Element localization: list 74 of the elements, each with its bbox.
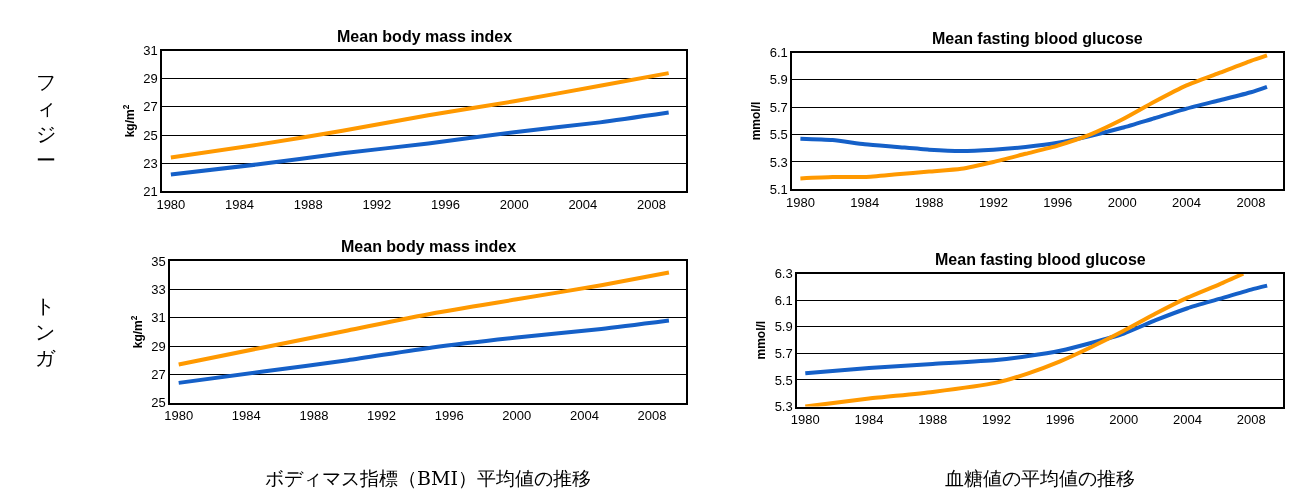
y-tick-label: 31: [143, 43, 158, 59]
line-series: [803, 273, 1246, 407]
x-tick-label: 1980: [156, 196, 186, 212]
y-tick-label: 5.5: [774, 372, 793, 388]
x-tick-label: 1992: [367, 408, 397, 424]
line-series: [176, 270, 671, 367]
x-tick-label: 2004: [1172, 194, 1201, 210]
chart-title: Mean fasting blood glucose: [932, 30, 1143, 47]
x-tick-label: 1984: [225, 196, 254, 212]
x-tick-label: 1980: [790, 412, 820, 428]
x-tick-label: 2008: [637, 408, 667, 424]
x-tick-label: 2004: [1173, 412, 1202, 428]
y-tick-label: 21: [143, 183, 158, 199]
x-tick-label: 2004: [569, 408, 599, 424]
x-tick-label: 1980: [785, 194, 815, 210]
x-tick-label: 1988: [299, 408, 329, 424]
x-tick-label: 2000: [502, 408, 532, 424]
y-tick-label: 6.3: [774, 266, 793, 282]
text: ボディマス指標（BMI）平均値の推移: [265, 467, 591, 489]
x-tick-label: 1988: [914, 194, 944, 210]
x-tick-label: 1996: [434, 408, 464, 424]
x-tick-label: 1984: [854, 412, 884, 428]
x-tick-label: 2000: [1109, 412, 1139, 428]
text: トンガ: [35, 294, 56, 370]
x-tick-label: 1996: [431, 196, 460, 212]
x-tick-label: 1996: [1045, 412, 1075, 428]
text: 血糖値の平均値の推移: [945, 467, 1135, 489]
y-tick-label: 29: [143, 71, 158, 87]
y-tick-label: 5.3: [774, 399, 793, 415]
chart-title: Mean body mass index: [341, 238, 517, 255]
chart-title: Mean fasting blood glucose: [935, 251, 1146, 268]
y-axis-title: mmol/l: [749, 101, 764, 141]
x-tick-label: 1984: [231, 408, 261, 424]
y-tick-label: 5.7: [769, 99, 788, 115]
line-series: [176, 318, 671, 385]
x-tick-label: 2008: [637, 196, 666, 212]
x-tick-label: 2008: [1236, 194, 1266, 210]
x-tick-label: 1992: [981, 412, 1011, 428]
y-tick-label: 23: [143, 155, 158, 171]
x-tick-label: 2000: [1107, 194, 1137, 210]
y-tick-label: 31: [151, 310, 166, 326]
x-tick-label: 1988: [918, 412, 948, 428]
y-tick-label: 5.9: [769, 72, 788, 88]
y-tick-label: 27: [151, 366, 166, 382]
x-tick-label: 2004: [568, 196, 598, 212]
x-tick-label: 1988: [293, 196, 323, 212]
y-tick-label: 25: [143, 127, 158, 143]
x-tick-label: 1980: [164, 408, 194, 424]
line-series: [168, 71, 671, 160]
y-tick-label: 27: [143, 99, 158, 115]
y-tick-label: 29: [151, 338, 166, 354]
y-tick-label: 5.1: [769, 181, 788, 197]
y-tick-label: 6.1: [774, 292, 793, 308]
y-axis-title: mmol/l: [754, 320, 769, 360]
text: フィジー: [36, 70, 56, 172]
y-tick-label: 5.9: [774, 319, 793, 335]
line-series: [168, 110, 671, 177]
chart-title: Mean body mass index: [337, 28, 513, 45]
x-tick-label: 2008: [1236, 412, 1266, 428]
y-tick-label: 33: [151, 281, 166, 297]
x-tick-label: 1992: [979, 194, 1008, 210]
y-tick-label: 6.1: [769, 45, 788, 61]
y-tick-label: 5.5: [769, 127, 788, 143]
line-series: [798, 84, 1269, 154]
x-tick-label: 2000: [499, 196, 529, 212]
x-tick-label: 1996: [1043, 194, 1073, 210]
line-series: [803, 283, 1270, 376]
y-tick-label: 5.3: [769, 154, 788, 170]
x-tick-label: 1992: [362, 196, 392, 212]
y-tick-label: 5.7: [774, 345, 793, 361]
x-tick-label: 1984: [850, 194, 880, 210]
y-tick-label: 25: [151, 395, 166, 411]
line-series: [798, 53, 1269, 181]
y-tick-label: 35: [151, 253, 166, 269]
